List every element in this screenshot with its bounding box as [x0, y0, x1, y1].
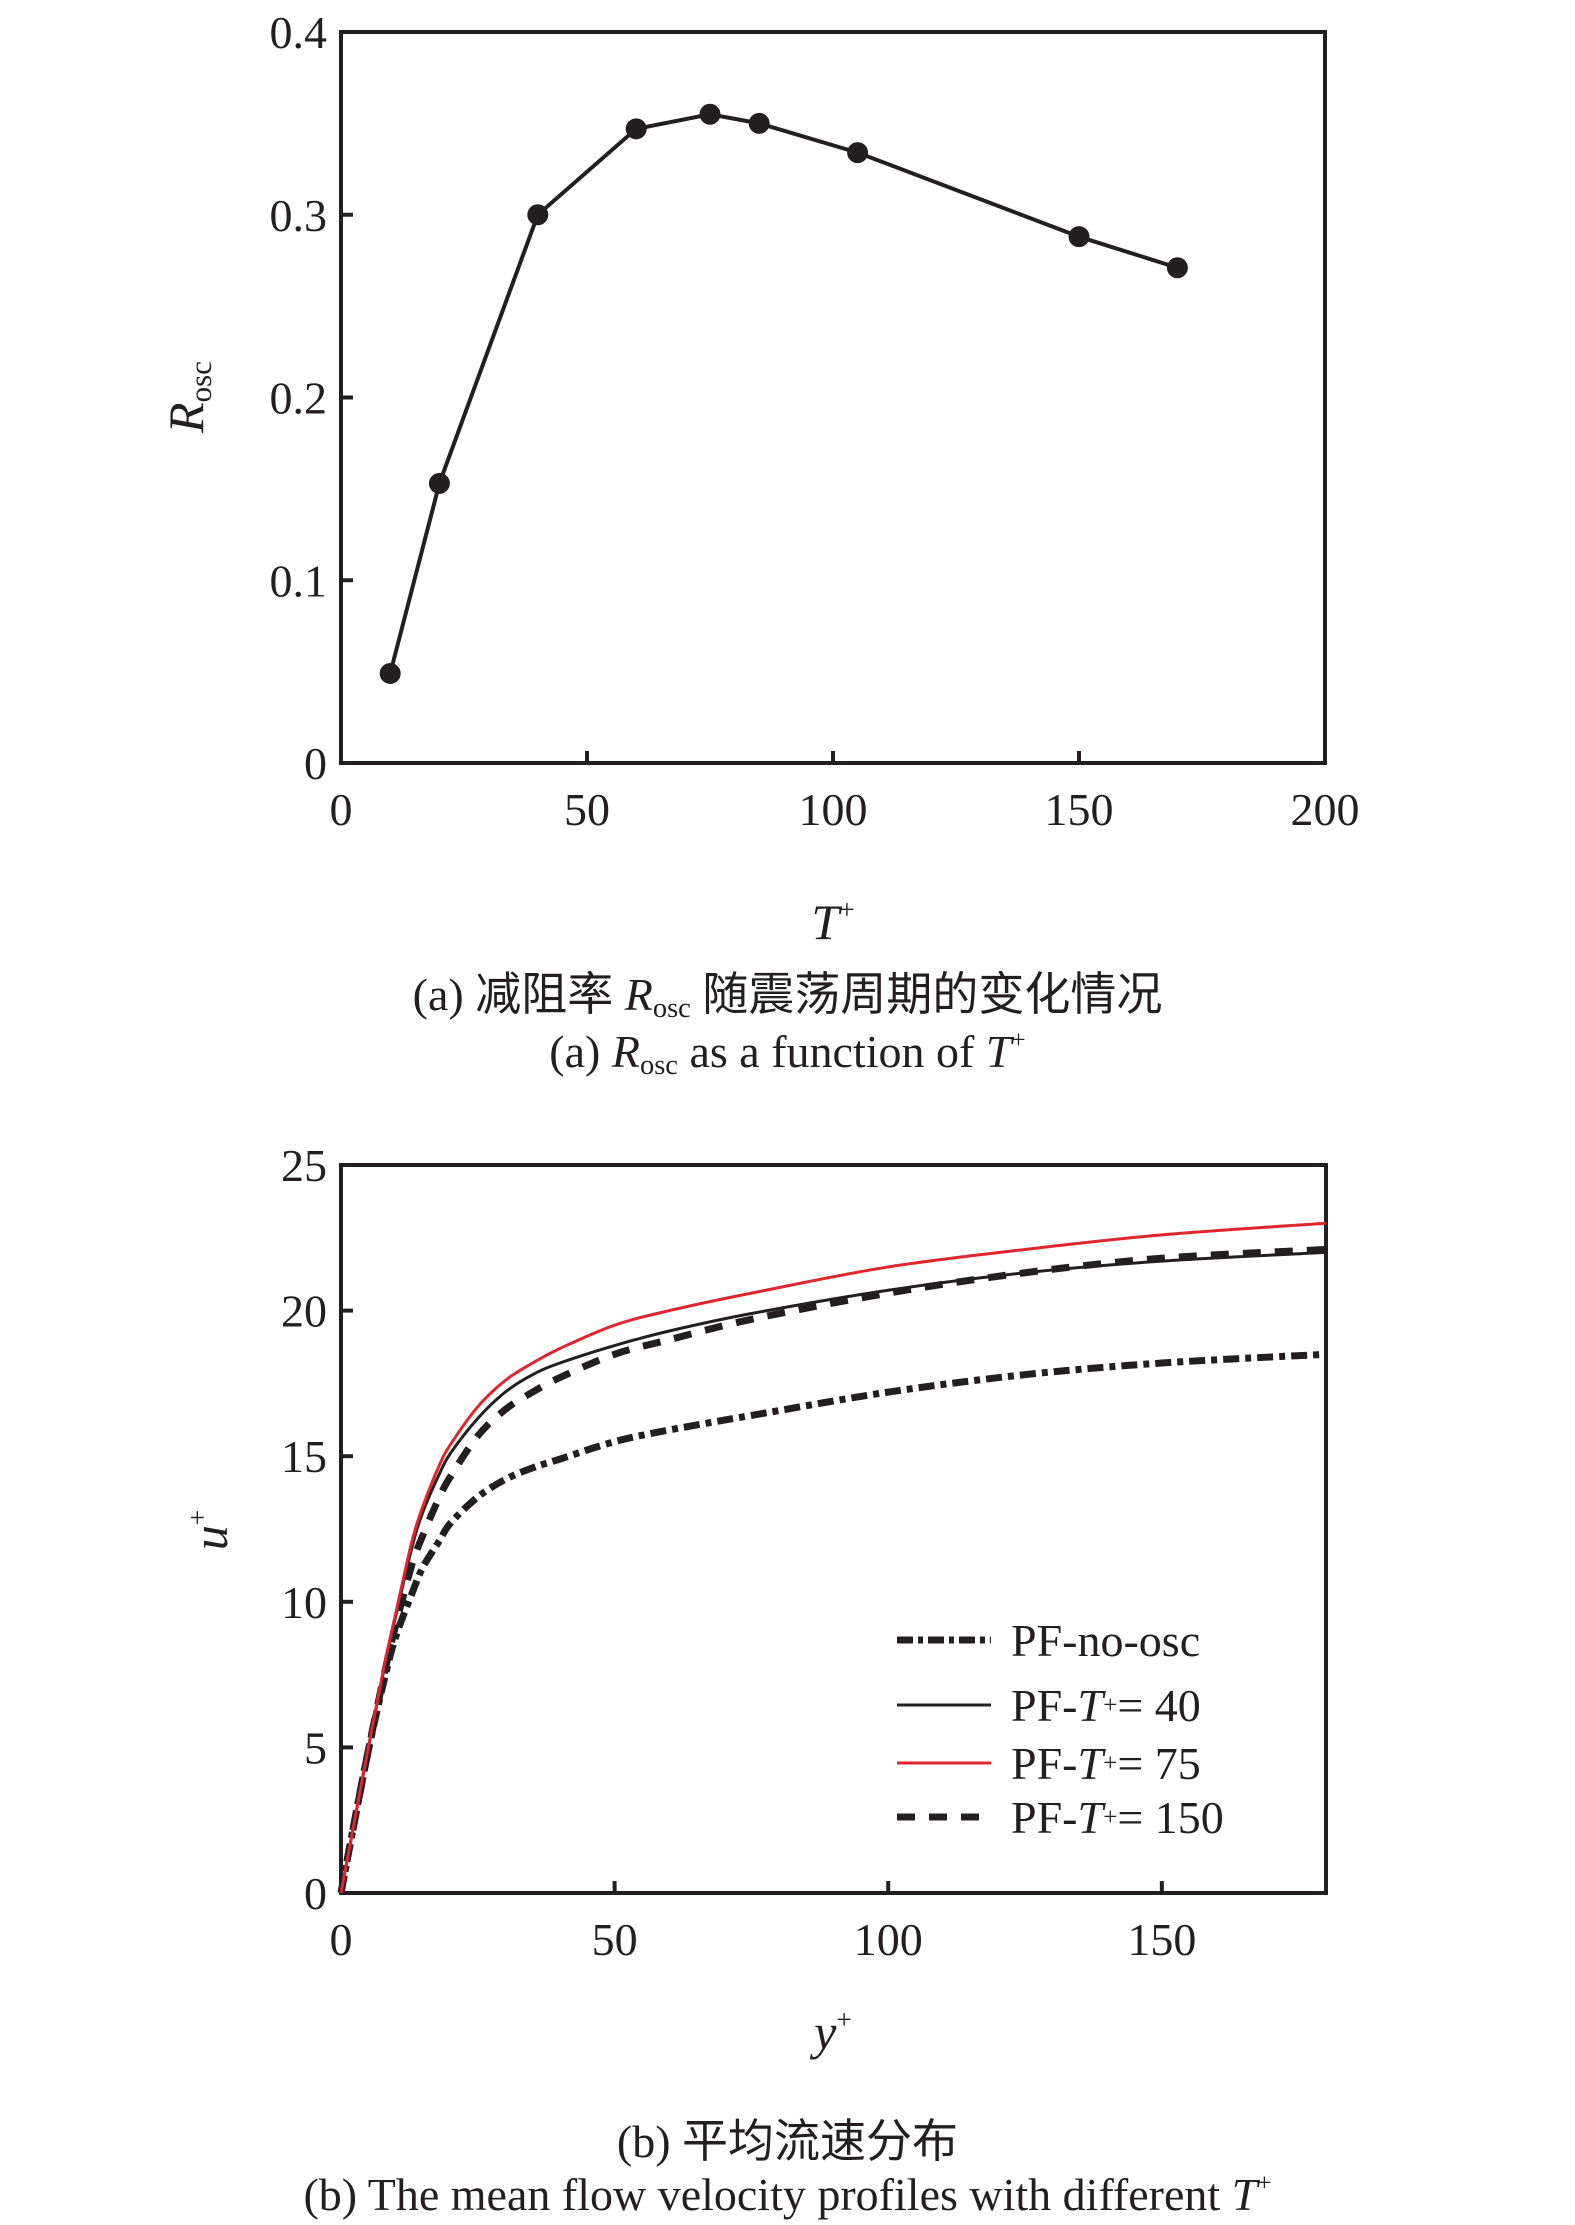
y-tick-label: 0.2: [270, 373, 328, 424]
caption-var: T: [1231, 2169, 1258, 2220]
y-tick-label: 0.1: [270, 555, 328, 606]
x-tick-label: 50: [564, 784, 610, 835]
x-tick-label: 0: [330, 784, 353, 835]
caption-text: (a) 减阻率: [412, 969, 625, 1020]
panel-a-x-axis-title: T+: [811, 893, 854, 951]
legend-item-t40: PF- T + = 40: [897, 1679, 1201, 1731]
y-tick-label: 20: [281, 1286, 327, 1337]
legend-label: PF-: [1011, 1679, 1078, 1731]
caption-text: 随震荡周期的变化情况: [690, 969, 1163, 1020]
legend-item-t75: PF- T + = 75: [897, 1737, 1201, 1789]
legend-label: PF-: [1011, 1737, 1078, 1789]
y-tick-label: 10: [281, 1577, 327, 1628]
x-tick-label: 100: [799, 784, 868, 835]
legend-sup: +: [1103, 1690, 1118, 1719]
panel-b-y-axis-title: u+: [181, 1510, 239, 1551]
x-tick-label: 200: [1291, 784, 1360, 835]
legend-var: T: [1077, 1791, 1104, 1843]
x-tick-label: 50: [592, 1914, 638, 1965]
caption-sub: osc: [652, 993, 691, 1025]
caption-sup: +: [1257, 2169, 1272, 2198]
y-tick-label: 0.3: [270, 190, 328, 241]
caption-text: (a): [549, 1026, 612, 1077]
caption-var: T: [985, 1026, 1012, 1077]
panel-a-caption-en: (a) Rosc as a function of T+: [0, 1025, 1575, 1082]
y-tick-label: 25: [281, 1140, 327, 1191]
y-tick-label: 0: [304, 1868, 327, 1919]
caption-var: R: [624, 969, 653, 1020]
plot-frame: [339, 1163, 1328, 1895]
legend-sup: +: [1103, 1802, 1118, 1831]
data-point-marker: [527, 204, 549, 226]
x-tick-label: 150: [1045, 784, 1114, 835]
legend-value: = 150: [1117, 1791, 1224, 1843]
legend-var: T: [1077, 1737, 1104, 1789]
panel-a-plot: 0 50 100 150 200 0 0.1 0.2 0.3 0.4: [270, 7, 1360, 835]
x-axis-var: y: [814, 2004, 837, 2060]
legend-var: T: [1077, 1679, 1104, 1731]
series-pf-t-75: [339, 1221, 1327, 1894]
panel-b-caption-en: (b) The mean flow velocity profiles with…: [0, 2168, 1575, 2221]
y-tick-label: 5: [304, 1722, 327, 1773]
caption-var: R: [611, 1026, 640, 1077]
data-point-marker: [847, 142, 869, 164]
x-axis-superscript: +: [836, 2003, 852, 2035]
x-tick-label: 0: [330, 1914, 353, 1965]
y-tick-label: 0: [304, 738, 327, 789]
legend-item-no-osc: PF-no-osc: [897, 1614, 1201, 1666]
y-tick-label: 15: [281, 1431, 327, 1482]
panel-a-caption-cn: (a) 减阻率 Rosc 随震荡周期的变化情况: [0, 958, 1575, 1025]
x-tick-label: 100: [854, 1914, 923, 1965]
x-axis-superscript: +: [839, 893, 855, 925]
x-axis-var: T: [811, 894, 840, 950]
legend-value: = 40: [1117, 1679, 1201, 1731]
data-point-marker: [748, 112, 770, 134]
data-point-marker: [625, 118, 647, 140]
legend-sup: +: [1103, 1748, 1118, 1777]
legend-value: = 75: [1117, 1737, 1201, 1789]
solid-line-icon: [897, 1703, 991, 1707]
caption-text: (b) The mean flow velocity profiles with…: [303, 2169, 1232, 2220]
panel-b-caption-cn: (b) 平均流速分布: [616, 2116, 959, 2167]
data-point-marker: [428, 472, 450, 494]
caption-text: as a function of: [677, 1026, 986, 1077]
data-point-marker: [1166, 257, 1188, 279]
caption-sup: +: [1011, 1026, 1026, 1055]
caption-sub: osc: [639, 1050, 678, 1082]
panel-b-x-axis-title: y+: [814, 2003, 852, 2061]
y-tick-label: 0.4: [270, 7, 328, 58]
legend-item-t150: PF- T + = 150: [897, 1791, 1224, 1843]
data-point-marker: [379, 662, 401, 684]
dash-dot-line-icon: [897, 1636, 991, 1644]
y-axis-superscript: +: [181, 1509, 213, 1526]
red-solid-line-icon: [897, 1761, 991, 1765]
legend-label: PF-no-osc: [1011, 1614, 1201, 1666]
legend-label: PF-: [1011, 1791, 1078, 1843]
dashed-line-icon: [897, 1813, 991, 1821]
data-point-marker: [1068, 226, 1090, 248]
data-point-marker: [699, 103, 721, 125]
x-tick-label: 150: [1127, 1914, 1196, 1965]
y-axis-var: u: [182, 1525, 238, 1551]
